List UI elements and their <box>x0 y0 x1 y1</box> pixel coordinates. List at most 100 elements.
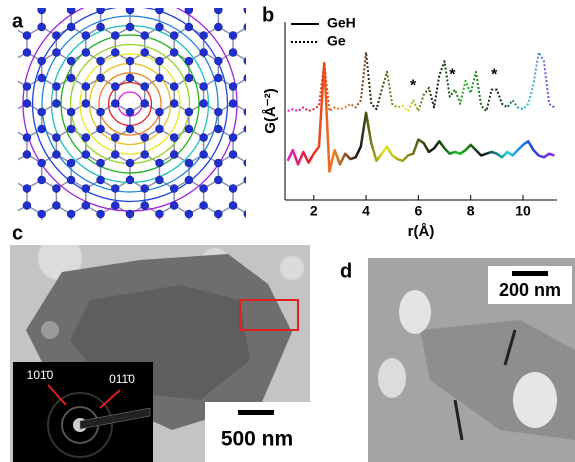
atom <box>67 227 75 235</box>
atom <box>23 151 31 159</box>
atom <box>97 57 105 65</box>
atom <box>317 151 325 159</box>
atom <box>185 23 193 31</box>
atom <box>0 32 1 40</box>
atom <box>303 227 311 235</box>
atom <box>23 202 31 210</box>
atom <box>273 210 281 218</box>
atom <box>288 202 296 210</box>
bond <box>424 206 439 215</box>
atom <box>97 23 105 31</box>
atom <box>38 57 46 65</box>
atom <box>303 6 311 14</box>
atom <box>229 185 237 193</box>
atom <box>97 159 105 167</box>
bond <box>336 206 351 215</box>
atom <box>259 236 267 244</box>
atom <box>23 32 31 40</box>
atom <box>126 57 134 65</box>
atom <box>273 159 281 167</box>
bond <box>292 2 307 11</box>
atom <box>52 100 60 108</box>
atom <box>273 176 281 184</box>
atom <box>67 176 75 184</box>
atom <box>214 176 222 184</box>
atom <box>8 108 16 116</box>
atom <box>170 151 178 159</box>
scale-label: 200 nm <box>499 280 561 300</box>
atom <box>82 49 90 57</box>
atom <box>214 57 222 65</box>
atom <box>303 74 311 82</box>
bond <box>395 206 410 215</box>
atom <box>347 83 355 91</box>
bond <box>0 206 12 215</box>
atom <box>126 210 134 218</box>
atom <box>82 202 90 210</box>
panel-label: d <box>340 260 352 282</box>
atom <box>170 0 178 6</box>
atom <box>273 57 281 65</box>
atom <box>111 100 119 108</box>
atom <box>273 6 281 14</box>
atom <box>391 227 399 235</box>
atom <box>244 23 252 31</box>
atom <box>155 74 163 82</box>
atom <box>185 108 193 116</box>
atom <box>52 32 60 40</box>
bond <box>292 180 307 189</box>
atom <box>229 0 237 6</box>
bond <box>0 180 12 189</box>
atom <box>126 176 134 184</box>
atom <box>38 227 46 235</box>
atom <box>67 210 75 218</box>
atom <box>23 185 31 193</box>
bond <box>263 27 278 36</box>
bond <box>277 2 292 11</box>
atom <box>52 236 60 244</box>
bond <box>439 231 454 240</box>
atom <box>288 100 296 108</box>
atom <box>332 227 340 235</box>
atom <box>38 6 46 14</box>
bond <box>0 78 12 87</box>
atom <box>376 202 384 210</box>
bond <box>307 53 322 62</box>
atom <box>141 0 149 6</box>
bond <box>12 2 27 11</box>
bond <box>86 231 101 240</box>
atom <box>111 134 119 142</box>
atom <box>244 74 252 82</box>
figure: a b 101̄0 011̄0 500 nm c 200 <box>0 0 575 462</box>
atom <box>8 57 16 65</box>
atom <box>214 159 222 167</box>
atom <box>38 159 46 167</box>
bond <box>351 257 366 266</box>
atom <box>52 134 60 142</box>
atom <box>185 57 193 65</box>
bond <box>42 231 57 240</box>
bond <box>307 2 322 11</box>
atom <box>97 227 105 235</box>
bond <box>380 206 395 215</box>
atom <box>23 0 31 6</box>
tem-image: 101̄0 011̄0 500 nm <box>10 236 310 462</box>
bond <box>336 53 351 62</box>
bond <box>263 206 278 215</box>
bond <box>321 180 336 189</box>
bond <box>263 155 278 164</box>
hole <box>513 372 557 428</box>
atom <box>52 185 60 193</box>
x-tick-label: 8 <box>467 203 475 219</box>
atom <box>288 185 296 193</box>
atom <box>38 210 46 218</box>
atom <box>259 202 267 210</box>
bond <box>366 129 381 138</box>
atom <box>332 176 340 184</box>
bond <box>321 53 336 62</box>
atom <box>214 227 222 235</box>
bond <box>263 180 278 189</box>
atom <box>259 49 267 57</box>
atom <box>97 125 105 133</box>
atom <box>244 210 252 218</box>
